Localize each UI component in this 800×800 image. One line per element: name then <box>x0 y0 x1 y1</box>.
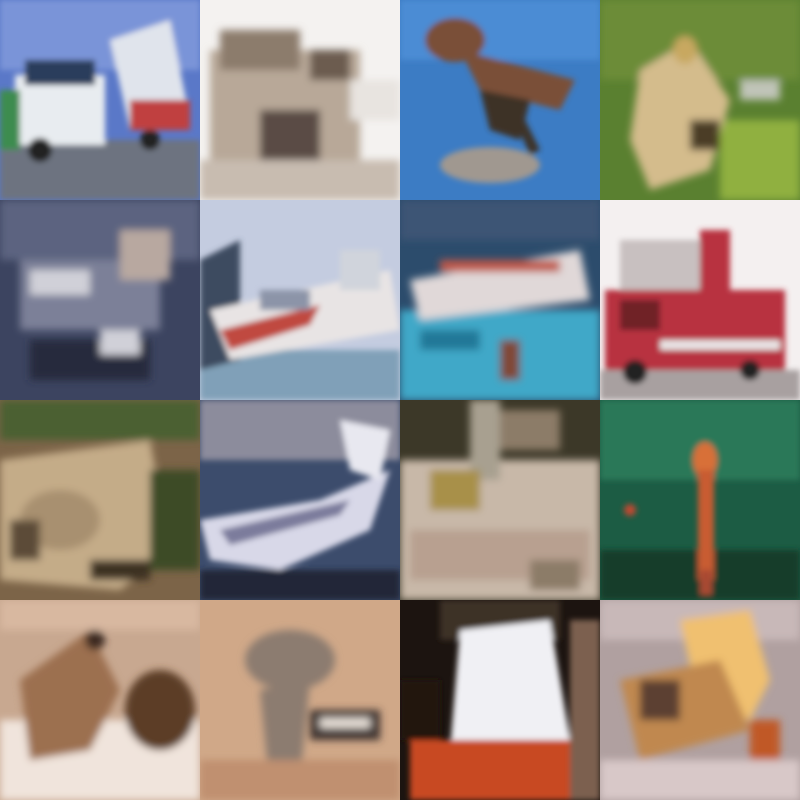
image-tile-boat-close <box>200 400 400 600</box>
image-tile-ship-water <box>400 200 600 400</box>
image-tile-dark-scene <box>400 600 600 800</box>
image-tile-bird-green <box>600 400 800 600</box>
image-tile-ship <box>200 200 400 400</box>
red-truck-image <box>600 200 800 400</box>
bird-green-image <box>600 400 800 600</box>
horse-image <box>200 600 400 800</box>
frog-image <box>0 400 200 600</box>
image-tile-ship-dark <box>0 200 200 400</box>
truck-image <box>0 0 200 200</box>
bird-flying-image <box>400 0 600 200</box>
animal-orange-image <box>600 600 800 800</box>
dog-ground-image <box>400 400 600 600</box>
image-tile-truck <box>0 0 200 200</box>
image-tile-red-truck <box>600 200 800 400</box>
dark-scene-image <box>400 600 600 800</box>
image-tile-bird-flying <box>400 0 600 200</box>
image-tile-building <box>200 0 400 200</box>
image-tile-dog-ground <box>400 400 600 600</box>
ship-dark-image <box>0 200 200 400</box>
boat-close-image <box>200 400 400 600</box>
image-tile-frog <box>0 400 200 600</box>
ship-image <box>200 200 400 400</box>
image-tile-cat <box>0 600 200 800</box>
animal-grass-image <box>600 0 800 200</box>
image-tile-animal-orange <box>600 600 800 800</box>
ship-water-image <box>400 200 600 400</box>
image-tile-animal-grass <box>600 0 800 200</box>
image-tile-horse <box>200 600 400 800</box>
cat-image <box>0 600 200 800</box>
building-image <box>200 0 400 200</box>
